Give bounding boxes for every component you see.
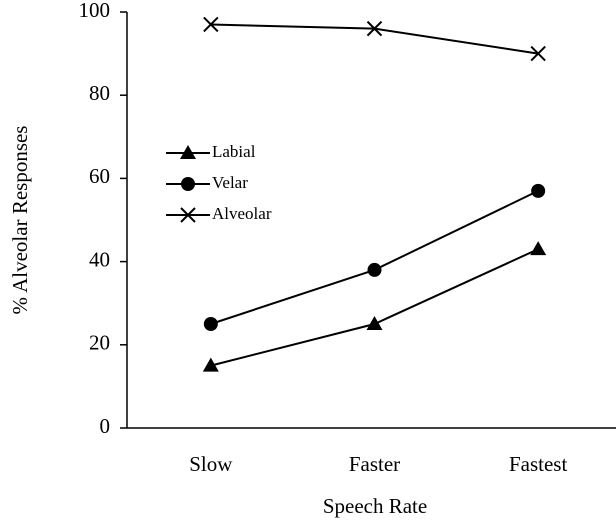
legend-label: Velar	[212, 173, 248, 192]
y-tick-label: 40	[89, 247, 110, 271]
marker	[366, 20, 383, 37]
legend: Labial Velar Alveolar	[166, 142, 272, 223]
y-tick-label: 100	[79, 0, 111, 22]
marker	[203, 317, 218, 331]
y-tick-label: 0	[100, 414, 111, 438]
y-tick-label: 20	[89, 331, 110, 355]
marker	[366, 316, 383, 330]
marker	[531, 183, 546, 198]
y-tick-label: 60	[89, 164, 110, 188]
legend-label: Alveolar	[212, 204, 272, 223]
marker	[180, 207, 196, 223]
y-tick-label: 80	[89, 81, 110, 105]
marker	[203, 16, 219, 33]
marker	[180, 145, 196, 159]
x-tick-label: Fastest	[509, 452, 568, 476]
marker	[202, 357, 219, 372]
x-tick-label: Slow	[189, 452, 233, 476]
marker	[181, 177, 195, 191]
y-axis-label: % Alveolar Responses	[8, 126, 32, 315]
x-tick-label: Faster	[349, 452, 400, 476]
legend-label: Labial	[212, 142, 256, 161]
x-axis-label: Speech Rate	[323, 494, 427, 518]
marker	[367, 262, 382, 277]
marker	[530, 45, 546, 62]
marker	[530, 241, 547, 256]
